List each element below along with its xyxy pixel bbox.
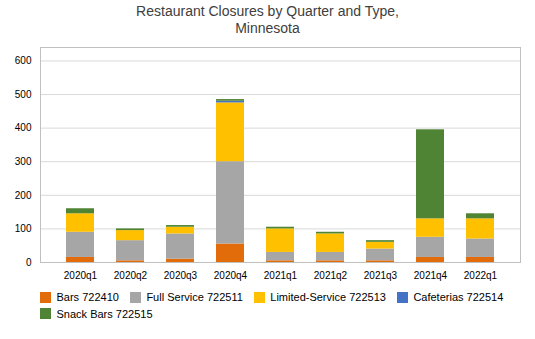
html-text:Bars 722410: Bars 722410 [56,291,119,304]
svg-text:300: 300 [15,156,32,167]
svg-text:2021q1: 2021q1 [264,270,298,281]
html-text:Snack Bars 722515: Snack Bars 722515 [56,307,153,320]
svg-text:100: 100 [15,223,32,234]
svg-text:2021q2: 2021q2 [314,270,348,281]
html-text:Cafeterias 722514: Cafeterias 722514 [413,291,504,304]
svg-text:500: 500 [15,89,32,100]
svg-text:200: 200 [15,190,32,201]
svg-text:2020q3: 2020q3 [164,270,198,281]
svg-text:2022q1: 2022q1 [464,270,498,281]
svg-text:2020q2: 2020q2 [114,270,148,281]
html-text:Limited-Service 722513: Limited-Service 722513 [270,291,386,304]
svg-text:2020q4: 2020q4 [214,270,248,281]
html-text:Full Service 722511: Full Service 722511 [146,291,243,304]
svg-text:0: 0 [26,257,32,268]
svg-text:400: 400 [15,122,32,133]
svg-text:2020q1: 2020q1 [64,270,98,281]
svg-text:2021q3: 2021q3 [364,270,398,281]
svg-text:600: 600 [15,55,32,66]
html-text:Restaurant Closures by Quarter: Restaurant Closures by Quarter and Type,… [136,3,399,36]
svg-text:2021q4: 2021q4 [414,270,448,281]
